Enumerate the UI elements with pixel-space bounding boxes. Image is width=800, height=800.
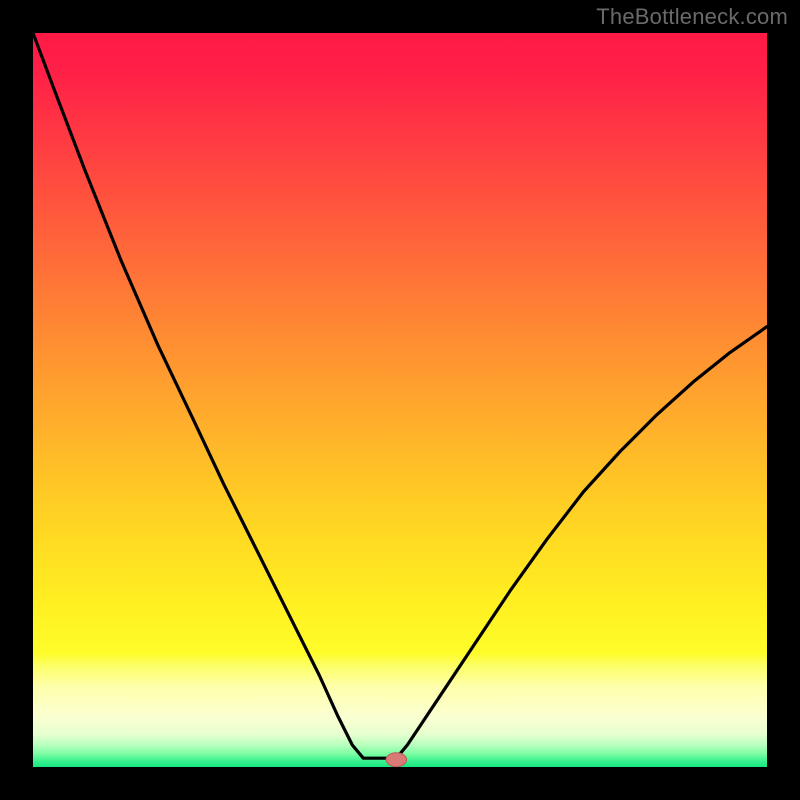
watermark-text: TheBottleneck.com xyxy=(596,4,788,30)
bottleneck-chart xyxy=(0,0,800,800)
plot-background xyxy=(33,33,767,767)
optimal-point-marker xyxy=(386,753,407,767)
